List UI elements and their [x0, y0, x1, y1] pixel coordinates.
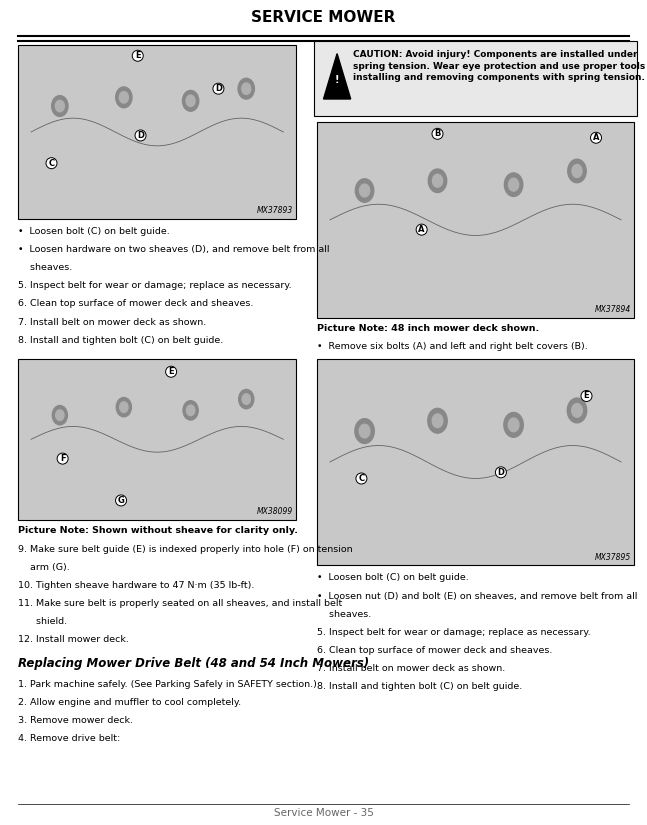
Circle shape [238, 78, 254, 99]
Text: shield.: shield. [18, 617, 67, 626]
Circle shape [186, 95, 195, 106]
FancyBboxPatch shape [18, 45, 296, 219]
Text: MX37893: MX37893 [257, 206, 293, 215]
Text: •  Loosen bolt (C) on belt guide.: • Loosen bolt (C) on belt guide. [18, 227, 170, 236]
Text: 6. Clean top surface of mower deck and sheaves.: 6. Clean top surface of mower deck and s… [317, 646, 553, 655]
Circle shape [239, 389, 254, 408]
Text: B: B [434, 130, 441, 139]
Circle shape [186, 405, 195, 416]
Circle shape [572, 164, 582, 177]
Text: sheaves.: sheaves. [18, 263, 72, 272]
Text: A: A [593, 134, 599, 142]
Circle shape [56, 410, 64, 421]
Circle shape [182, 91, 199, 111]
Text: 8. Install and tighten bolt (C) on belt guide.: 8. Install and tighten bolt (C) on belt … [317, 682, 522, 691]
FancyBboxPatch shape [317, 359, 634, 565]
Circle shape [120, 402, 128, 412]
Circle shape [568, 159, 586, 182]
Polygon shape [324, 54, 351, 99]
Circle shape [116, 87, 132, 108]
Text: 6. Clean top surface of mower deck and sheaves.: 6. Clean top surface of mower deck and s… [18, 299, 254, 309]
Circle shape [52, 96, 68, 116]
Text: 2. Allow engine and muffler to cool completely.: 2. Allow engine and muffler to cool comp… [18, 698, 241, 707]
Circle shape [428, 169, 446, 192]
Circle shape [432, 414, 443, 427]
FancyBboxPatch shape [314, 41, 637, 116]
Circle shape [504, 412, 523, 437]
Circle shape [572, 403, 582, 417]
Text: arm (G).: arm (G). [18, 563, 70, 572]
Text: E: E [168, 367, 174, 376]
Text: 5. Inspect belt for wear or damage; replace as necessary.: 5. Inspect belt for wear or damage; repl… [317, 628, 591, 637]
Text: Picture Note: Shown without sheave for clarity only.: Picture Note: Shown without sheave for c… [18, 526, 298, 535]
Text: SERVICE MOWER: SERVICE MOWER [251, 10, 396, 25]
FancyBboxPatch shape [18, 359, 296, 520]
Circle shape [428, 408, 447, 433]
Circle shape [360, 184, 369, 197]
Circle shape [355, 419, 374, 444]
Text: 12. Install mower deck.: 12. Install mower deck. [18, 635, 129, 644]
Text: •  Remove six bolts (A) and left and right belt covers (B).: • Remove six bolts (A) and left and righ… [317, 342, 587, 351]
Text: F: F [60, 454, 65, 463]
Text: G: G [118, 496, 124, 505]
Text: MX38099: MX38099 [257, 507, 293, 516]
Circle shape [505, 173, 523, 196]
Circle shape [567, 398, 587, 423]
Text: •  Loosen bolt (C) on belt guide.: • Loosen bolt (C) on belt guide. [317, 573, 469, 582]
Text: Service Mower - 35: Service Mower - 35 [274, 808, 373, 818]
Circle shape [56, 101, 64, 111]
Circle shape [116, 398, 131, 417]
FancyBboxPatch shape [317, 122, 634, 318]
Text: Replacing Mower Drive Belt (48 and 54 Inch Mowers): Replacing Mower Drive Belt (48 and 54 In… [18, 657, 369, 670]
Circle shape [355, 179, 374, 202]
Text: 5. Inspect belt for wear or damage; replace as necessary.: 5. Inspect belt for wear or damage; repl… [18, 281, 292, 290]
Circle shape [359, 424, 370, 438]
Text: C: C [49, 158, 54, 167]
Text: 7. Install belt on mower deck as shown.: 7. Install belt on mower deck as shown. [18, 318, 206, 327]
Text: 4. Remove drive belt:: 4. Remove drive belt: [18, 734, 120, 743]
Circle shape [119, 92, 128, 103]
Text: E: E [135, 51, 140, 60]
Text: 11. Make sure belt is properly seated on all sheaves, and install belt: 11. Make sure belt is properly seated on… [18, 599, 342, 608]
Text: D: D [215, 84, 222, 93]
Circle shape [52, 406, 67, 425]
Text: E: E [584, 392, 589, 400]
Text: 8. Install and tighten bolt (C) on belt guide.: 8. Install and tighten bolt (C) on belt … [18, 336, 223, 345]
Circle shape [509, 418, 519, 431]
Circle shape [183, 401, 198, 420]
Text: D: D [137, 131, 144, 140]
Text: 1. Park machine safely. (See Parking Safely in SAFETY section.): 1. Park machine safely. (See Parking Saf… [18, 680, 317, 689]
Text: 3. Remove mower deck.: 3. Remove mower deck. [18, 716, 133, 725]
Text: sheaves.: sheaves. [317, 610, 371, 619]
Text: CAUTION: Avoid injury! Components are installed under
spring tension. Wear eye p: CAUTION: Avoid injury! Components are in… [353, 50, 647, 82]
Text: D: D [498, 468, 505, 477]
Circle shape [432, 174, 443, 187]
Text: •  Loosen hardware on two sheaves (D), and remove belt from all: • Loosen hardware on two sheaves (D), an… [18, 245, 329, 254]
Circle shape [509, 178, 519, 191]
Text: Picture Note: 48 inch mower deck shown.: Picture Note: 48 inch mower deck shown. [317, 324, 540, 333]
Text: •  Loosen nut (D) and bolt (E) on sheaves, and remove belt from all: • Loosen nut (D) and bolt (E) on sheaves… [317, 592, 637, 601]
Text: 9. Make sure belt guide (E) is indexed properly into hole (F) on tension: 9. Make sure belt guide (E) is indexed p… [18, 544, 353, 554]
Text: A: A [419, 225, 425, 234]
Circle shape [242, 83, 251, 94]
Text: 10. Tighten sheave hardware to 47 N·m (35 lb-ft).: 10. Tighten sheave hardware to 47 N·m (3… [18, 581, 254, 590]
Circle shape [242, 394, 250, 404]
Text: 7. Install belt on mower deck as shown.: 7. Install belt on mower deck as shown. [317, 664, 505, 673]
Text: MX37895: MX37895 [595, 553, 631, 562]
Text: !: ! [335, 75, 339, 85]
Text: C: C [358, 474, 364, 483]
Text: MX37894: MX37894 [595, 305, 631, 314]
